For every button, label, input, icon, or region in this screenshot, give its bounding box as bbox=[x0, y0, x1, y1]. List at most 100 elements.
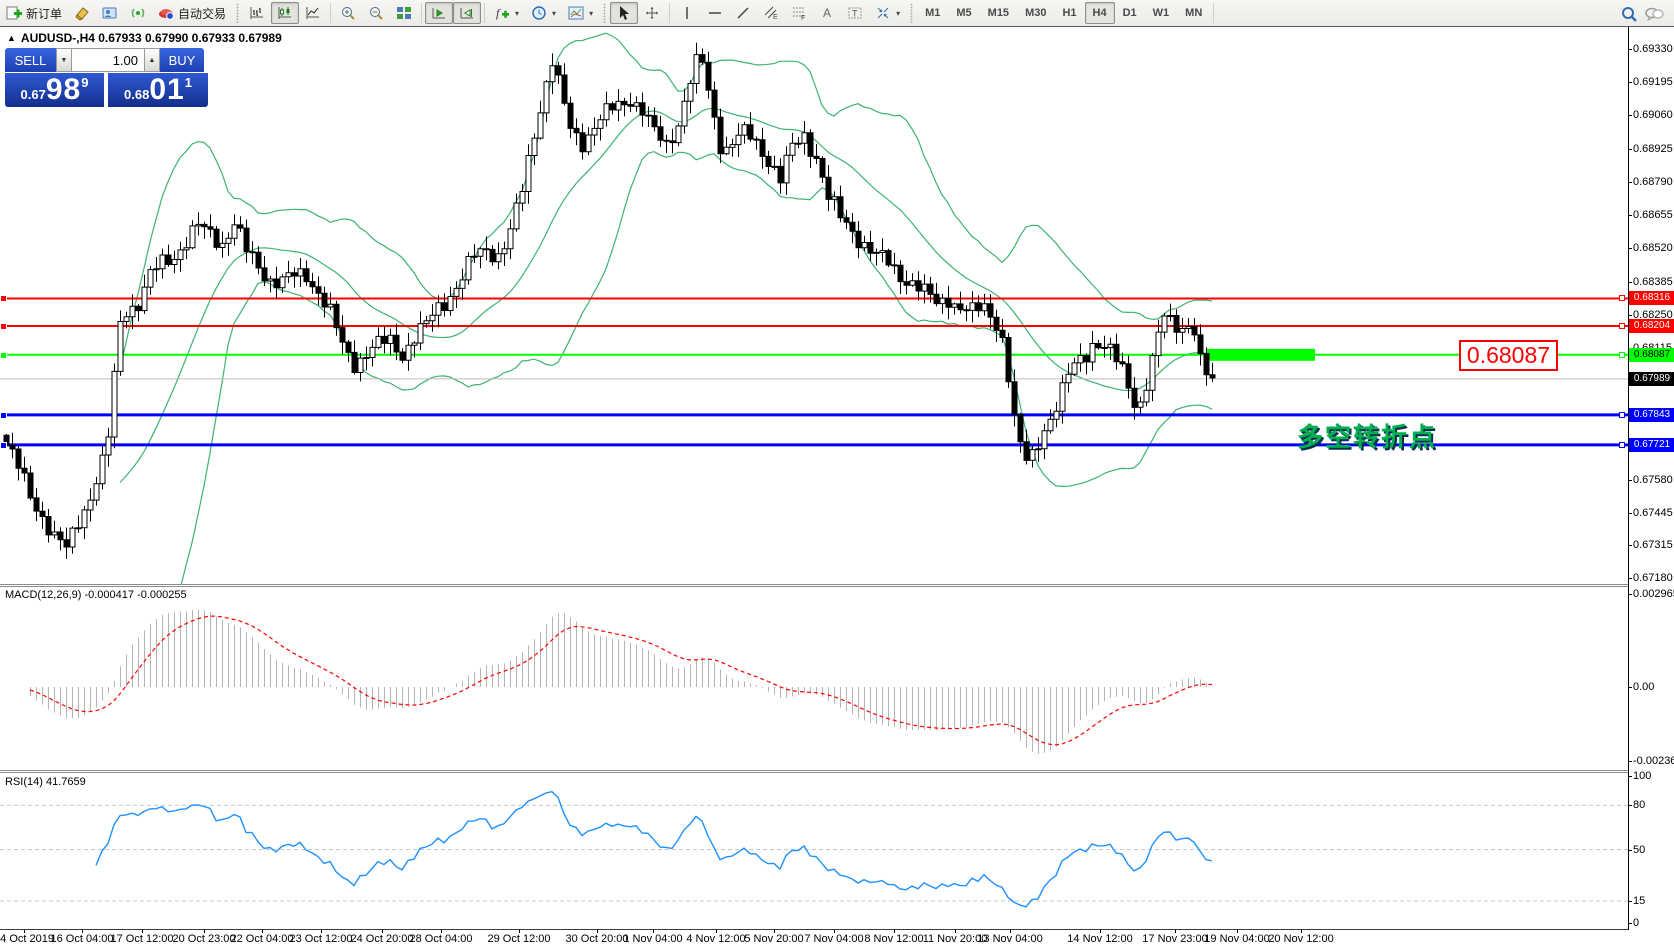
rsi-tick-label: 15 bbox=[1633, 895, 1646, 907]
crosshair-tool-button[interactable] bbox=[638, 2, 666, 24]
sell-button-label: SELL bbox=[14, 52, 47, 68]
rsi-tick-label: 50 bbox=[1633, 844, 1646, 856]
rsi-tick bbox=[1628, 776, 1632, 777]
time-axis-tick bbox=[382, 930, 383, 933]
symbol-info-line: ▲ AUDUSD-,H4 0.67933 0.67990 0.67933 0.6… bbox=[7, 31, 282, 45]
time-axis-tick bbox=[519, 930, 520, 933]
zoom-in-button[interactable] bbox=[334, 2, 362, 24]
periods-button[interactable]: ▾ bbox=[525, 2, 562, 24]
time-axis-tick bbox=[1301, 930, 1302, 933]
timeframe-button-m1[interactable]: M1 bbox=[925, 7, 941, 19]
chart-shift-button[interactable] bbox=[425, 2, 454, 24]
candlestick-chart-button[interactable] bbox=[271, 2, 300, 24]
collapse-triangle-icon[interactable]: ▲ bbox=[7, 33, 16, 43]
price-tick bbox=[1628, 545, 1632, 546]
buy-price-big: 01 bbox=[149, 73, 185, 106]
tile-windows-icon bbox=[396, 5, 412, 21]
timeframe-button-m5[interactable]: M5 bbox=[956, 7, 972, 19]
rsi-tick-label: 80 bbox=[1633, 799, 1646, 811]
svg-text:E: E bbox=[773, 14, 778, 21]
text-label-icon: T bbox=[847, 5, 863, 21]
zoom-out-button[interactable] bbox=[362, 2, 390, 24]
macd-tick-label: -0.002363 bbox=[1633, 755, 1674, 767]
fibonacci-tool-button[interactable]: F bbox=[785, 2, 813, 24]
rsi-tick bbox=[1628, 901, 1632, 902]
text-tool-button[interactable]: A bbox=[813, 2, 841, 24]
toolbar-drag-handle[interactable] bbox=[236, 3, 240, 23]
hline-price-badge: 0.67721 bbox=[1629, 438, 1674, 452]
rsi-panel-canvas[interactable] bbox=[0, 773, 1628, 929]
cursor-tool-button[interactable] bbox=[610, 2, 639, 24]
hline-price-badge: 0.68087 bbox=[1629, 348, 1674, 362]
arrows-tool-button[interactable]: ▾ bbox=[869, 2, 906, 24]
autotrading-button[interactable]: 自动交易 bbox=[152, 2, 232, 24]
bar-chart-button[interactable] bbox=[243, 2, 271, 24]
cursor-icon bbox=[616, 5, 632, 21]
price-tick bbox=[1628, 315, 1632, 316]
sell-button[interactable]: SELL bbox=[5, 48, 56, 72]
price-tick bbox=[1628, 513, 1632, 514]
vertical-line-icon bbox=[679, 5, 695, 21]
macd-panel-canvas[interactable] bbox=[0, 587, 1628, 770]
time-axis-label: 1 Nov 04:00 bbox=[623, 933, 683, 945]
indicators-button[interactable]: f ▾ bbox=[488, 2, 525, 24]
price-tick-label: 0.67580 bbox=[1633, 474, 1673, 486]
timeframe-button-w1[interactable]: W1 bbox=[1152, 7, 1170, 19]
bear-candles bbox=[3, 54, 1216, 548]
text-label-tool-button[interactable]: T bbox=[841, 2, 869, 24]
timeframe-button-mn[interactable]: MN bbox=[1185, 7, 1203, 19]
timeframe-button-d1[interactable]: D1 bbox=[1122, 7, 1137, 19]
panel-splitter[interactable] bbox=[0, 770, 1629, 773]
volume-increase-button[interactable]: ▲ bbox=[144, 48, 160, 72]
volume-decrease-button[interactable]: ▼ bbox=[56, 48, 72, 72]
search-icon[interactable] bbox=[1620, 5, 1637, 22]
indicators-caret-icon: ▾ bbox=[515, 8, 520, 18]
indicators-icon: f bbox=[494, 5, 510, 21]
price-tick-label: 0.68655 bbox=[1633, 209, 1673, 221]
channel-tool-button[interactable]: E bbox=[757, 2, 785, 24]
macd-histogram bbox=[30, 609, 1213, 754]
equidistant-channel-icon: E bbox=[763, 5, 779, 21]
chart-shift-icon bbox=[431, 5, 447, 21]
buy-button[interactable]: BUY bbox=[160, 48, 204, 72]
eraser-button[interactable] bbox=[68, 2, 96, 24]
chat-icon[interactable] bbox=[1644, 5, 1664, 21]
tile-windows-button[interactable] bbox=[390, 2, 418, 24]
timeframe-button-h4[interactable]: H4 bbox=[1084, 2, 1115, 24]
price-axis-line bbox=[1628, 27, 1629, 930]
time-axis-tick bbox=[955, 930, 956, 933]
sell-price-button[interactable]: 0.67 98 9 bbox=[5, 73, 104, 107]
zoom-out-icon bbox=[368, 5, 384, 21]
panel-splitter[interactable] bbox=[0, 584, 1629, 587]
horizontal-line-tool-button[interactable] bbox=[701, 2, 729, 24]
volume-input[interactable] bbox=[72, 48, 144, 72]
toolbar-drag-handle[interactable] bbox=[910, 3, 914, 23]
periods-clock-icon bbox=[531, 5, 547, 21]
price-callout-label[interactable]: 0.68087 bbox=[1459, 340, 1558, 371]
new-order-button[interactable]: 新订单 bbox=[0, 2, 68, 24]
time-axis-tick bbox=[82, 930, 83, 933]
highlight-segment bbox=[1207, 348, 1315, 361]
trendline-tool-button[interactable] bbox=[729, 2, 757, 24]
line-chart-button[interactable] bbox=[299, 2, 327, 24]
hline-left-handle bbox=[0, 412, 7, 419]
bollinger-middle-band bbox=[119, 107, 1213, 483]
timeframe-button-m15[interactable]: M15 bbox=[987, 7, 1010, 19]
toolbar-drag-handle[interactable] bbox=[603, 3, 607, 23]
vertical-line-tool-button[interactable] bbox=[673, 2, 701, 24]
timeframe-button-m30[interactable]: M30 bbox=[1025, 7, 1047, 19]
bollinger-upper-band bbox=[119, 32, 1213, 370]
rsi-tick-label: 0 bbox=[1633, 917, 1640, 929]
profile-button[interactable] bbox=[96, 2, 124, 24]
templates-button[interactable]: ▾ bbox=[562, 2, 599, 24]
arrows-caret-icon: ▾ bbox=[896, 8, 901, 18]
signal-button[interactable] bbox=[124, 2, 152, 24]
price-chart-canvas[interactable] bbox=[0, 28, 1628, 584]
buy-price-button[interactable]: 0.68 01 1 bbox=[108, 73, 208, 107]
auto-scroll-button[interactable] bbox=[453, 2, 482, 24]
time-axis-tick bbox=[834, 930, 835, 933]
cn-annotation-text[interactable]: 多空转折点 bbox=[1297, 422, 1438, 452]
timeframe-button-h1[interactable]: H1 bbox=[1062, 7, 1077, 19]
time-axis[interactable] bbox=[0, 930, 1674, 947]
profile-icon bbox=[102, 5, 118, 21]
